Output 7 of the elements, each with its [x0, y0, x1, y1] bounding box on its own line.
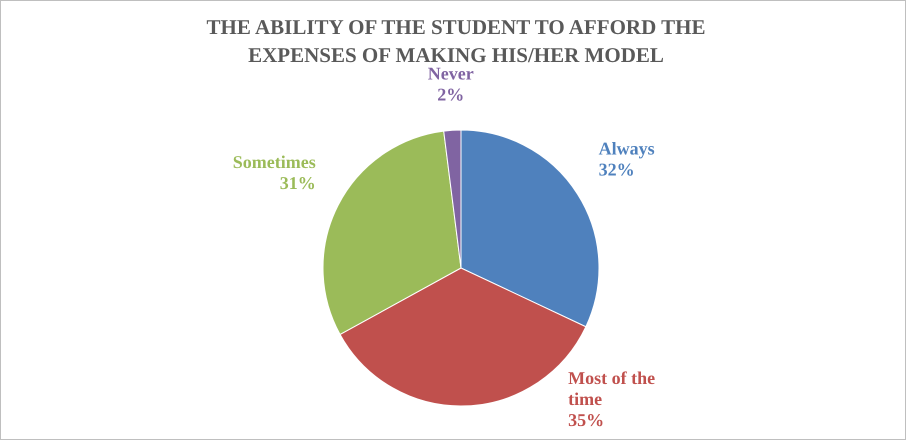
slice-label: Always [598, 138, 655, 159]
data-label: 31% [280, 173, 316, 193]
data-label: 35% [568, 410, 604, 430]
slice-label: Sometimes [232, 152, 316, 172]
data-label: 32% [598, 160, 635, 180]
data-label: 2% [437, 84, 464, 104]
slice-label: Most of the time [568, 368, 656, 409]
